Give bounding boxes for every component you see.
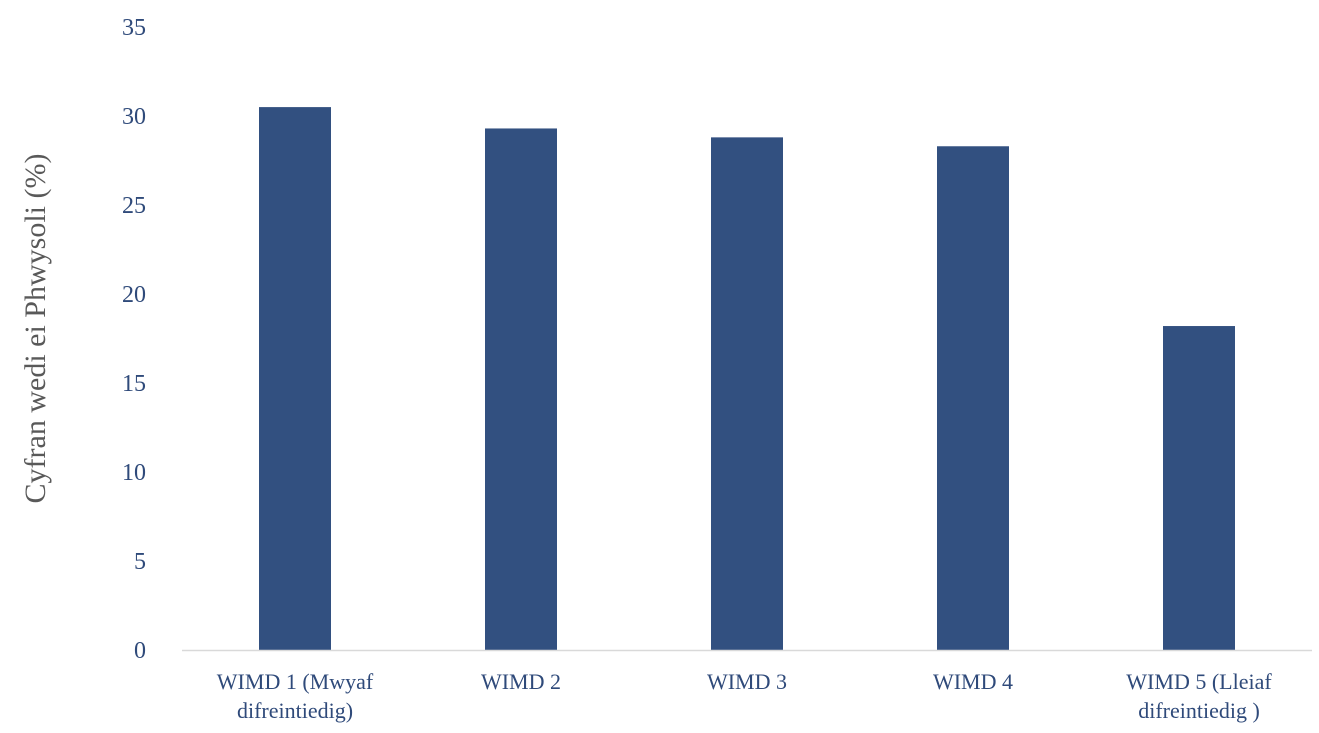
y-tick-label: 25	[122, 193, 146, 219]
bar	[485, 128, 557, 650]
bar	[711, 137, 783, 651]
x-tick-label-line: WIMD 5 (Lleiaf	[1126, 669, 1272, 694]
x-tick-label-line: WIMD 4	[933, 669, 1013, 694]
bar	[259, 107, 331, 651]
x-tick-label-line: WIMD 1 (Mwyaf	[217, 669, 374, 694]
bar	[1163, 326, 1235, 650]
x-tick-label: WIMD 4	[933, 669, 1013, 694]
y-tick-label: 20	[122, 282, 146, 308]
x-tick-label: WIMD 2	[481, 669, 561, 694]
y-tick-label: 0	[134, 638, 146, 664]
y-axis-title: Cyfran wedi ei Phwysoli (%)	[19, 154, 52, 504]
x-tick-label-line: WIMD 3	[707, 669, 787, 694]
bar	[937, 146, 1009, 650]
y-tick-label: 15	[122, 371, 146, 397]
x-axis-labels: WIMD 1 (Mwyaf difreintiedig) WIMD 2 WIMD 3 W…	[217, 669, 1273, 723]
y-tick-label: 10	[122, 460, 146, 486]
y-tick-label: 30	[122, 104, 146, 130]
x-tick-label-line: WIMD 2	[481, 669, 561, 694]
x-tick-label-line: difreintiedig)	[237, 698, 353, 723]
x-tick-label: WIMD 1 (Mwyaf difreintiedig)	[217, 669, 374, 723]
x-tick-label: WIMD 3	[707, 669, 787, 694]
x-tick-label-line: difreintiedig )	[1138, 698, 1260, 723]
x-tick-label: WIMD 5 (Lleiaf difreintiedig )	[1126, 669, 1272, 723]
bars	[259, 107, 1235, 651]
y-tick-label: 35	[122, 15, 146, 41]
y-tick-label: 5	[134, 549, 146, 575]
y-axis-ticks: 0 5 10 15 20 25 30 35	[122, 15, 146, 664]
